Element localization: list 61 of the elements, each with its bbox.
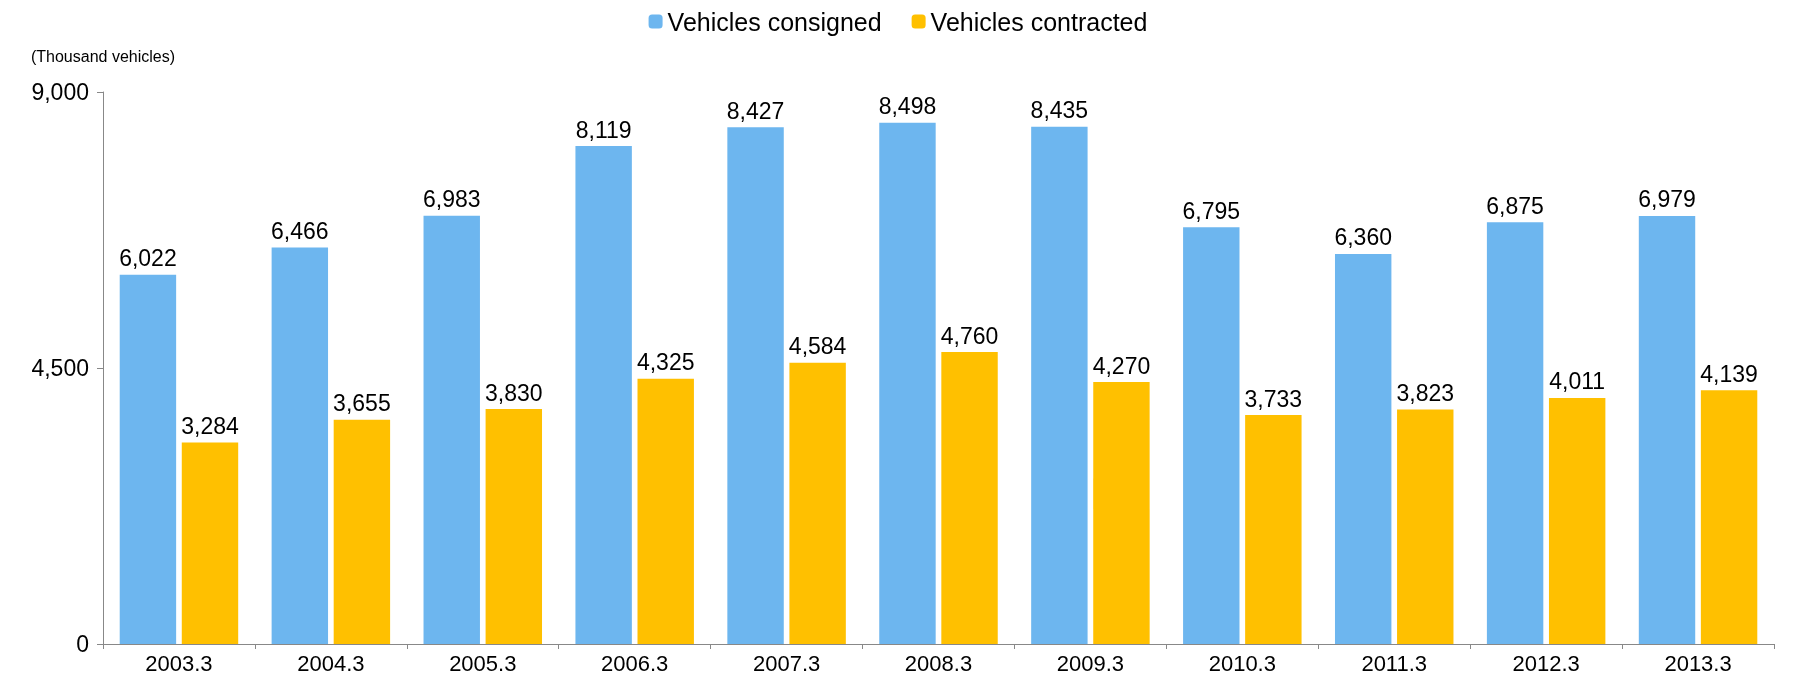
legend-label: Vehicles contracted	[930, 7, 1148, 36]
bar	[1548, 397, 1606, 644]
x-tick-label: 2012.3	[1512, 650, 1580, 676]
y-tick-label: 0	[76, 631, 89, 657]
bar	[1183, 227, 1240, 644]
data-label: 3,655	[333, 390, 391, 417]
data-label: 8,119	[575, 116, 632, 143]
x-tick-label: 2004.3	[297, 650, 365, 676]
data-label: 4,760	[940, 322, 999, 349]
x-tick-label: 2010.3	[1208, 650, 1276, 676]
x-tick-label: 2003.3	[145, 650, 213, 676]
data-label: 6,022	[119, 245, 177, 272]
bar	[879, 122, 936, 644]
data-label: 8,435	[1030, 97, 1089, 124]
data-label: 8,498	[878, 93, 937, 120]
bar	[637, 378, 694, 644]
data-label: 4,270	[1092, 352, 1151, 379]
bar	[423, 215, 480, 644]
bar	[941, 352, 998, 644]
bar	[1093, 382, 1150, 644]
bar	[1031, 126, 1088, 644]
bar	[1638, 215, 1696, 644]
bar	[789, 362, 846, 644]
bar	[1334, 253, 1392, 644]
bar	[271, 247, 329, 644]
data-label: 3,733	[1244, 385, 1303, 412]
data-label: 6,983	[422, 186, 481, 213]
data-label: 4,325	[636, 349, 695, 376]
data-label: 6,360	[1334, 224, 1392, 251]
x-tick-label: 2008.3	[904, 650, 973, 676]
x-tick-label: 2011.3	[1361, 650, 1428, 676]
y-tick-label: 9,000	[31, 79, 89, 105]
data-label: 6,875	[1486, 192, 1544, 219]
data-label: 8,427	[726, 97, 785, 124]
legend-label: Vehicles consigned	[667, 7, 882, 36]
bar	[1245, 415, 1302, 644]
bar	[575, 146, 632, 644]
bar	[1700, 390, 1758, 644]
x-tick-label: 2013.3	[1664, 650, 1732, 676]
data-label: 3,830	[485, 379, 543, 406]
bar	[1486, 222, 1544, 644]
y-axis-title: (Thousand vehicles)	[30, 47, 176, 65]
data-label: 3,284	[181, 413, 239, 440]
x-tick-label: 2009.3	[1056, 650, 1125, 676]
bar	[181, 442, 239, 644]
y-tick-label: 4,500	[31, 355, 89, 381]
data-label: 4,011	[1549, 368, 1606, 395]
bar	[1397, 409, 1454, 644]
data-label: 4,139	[1700, 360, 1758, 387]
data-label: 4,584	[788, 333, 847, 360]
x-tick-label: 2007.3	[752, 650, 821, 676]
data-label: 6,466	[271, 217, 329, 244]
x-tick-label: 2006.3	[601, 650, 669, 676]
bar	[119, 274, 177, 644]
data-label: 6,979	[1638, 186, 1696, 213]
data-label: 3,823	[1396, 380, 1455, 407]
x-tick-label: 2005.3	[449, 650, 517, 676]
bar	[333, 419, 391, 644]
bar	[727, 127, 784, 644]
data-label: 6,795	[1182, 197, 1241, 224]
bar	[485, 409, 543, 644]
